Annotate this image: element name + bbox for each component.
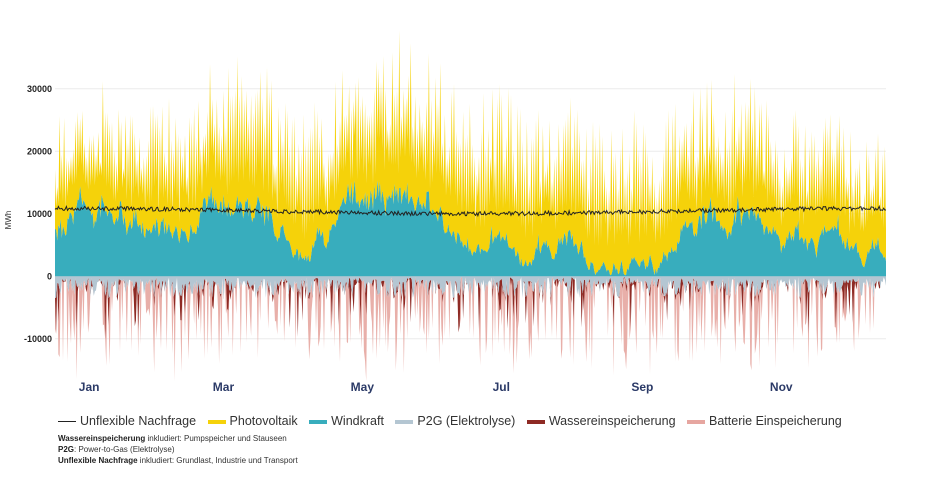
- y-axis-label: MWh: [4, 211, 13, 230]
- legend-label: Photovoltaik: [229, 414, 298, 428]
- legend-swatch: [526, 419, 545, 424]
- y-tick-label: 0: [47, 271, 52, 281]
- y-tick-label: 30000: [27, 84, 52, 94]
- series-p2g: [55, 276, 886, 299]
- legend-item-windkraft[interactable]: Windkraft: [309, 414, 384, 428]
- footnote-term: Unflexible Nachfrage: [58, 456, 138, 465]
- legend-item-p2g[interactable]: P2G (Elektrolyse): [395, 414, 515, 428]
- footnote-text: inkludiert: Pumpspeicher und Stauseen: [145, 434, 287, 443]
- y-tick-label: -10000: [24, 334, 52, 344]
- legend-swatch: [687, 419, 706, 424]
- x-tick-label: Jan: [79, 380, 100, 394]
- x-tick-label: Mar: [213, 380, 235, 394]
- footnote-text: : Power-to-Gas (Elektrolyse): [74, 445, 175, 454]
- legend-swatch: [207, 419, 226, 424]
- axis-layer: -10000 0 10000 20000 30000 Jan Mar May Jul Sep Nov…: [4, 84, 793, 394]
- footnote: Wassereinspeicherung inkludiert: Pumpspe…: [58, 433, 298, 444]
- footnote-term: Wassereinspeicherung: [58, 434, 146, 443]
- footnotes: Wassereinspeicherung inkludiert: Pumpspe…: [58, 433, 298, 466]
- y-tick-label: 20000: [27, 146, 52, 156]
- legend-label: P2G (Elektrolyse): [417, 414, 516, 428]
- footnote-term: P2G: [58, 445, 75, 454]
- legend-item-unflexible-nachfrage[interactable]: Unflexible Nachfrage: [58, 414, 196, 428]
- series-photovoltaik: [55, 30, 886, 276]
- footnote: Unflexible Nachfrage inkludiert: Grundla…: [58, 455, 298, 466]
- series-wassereinspeicherung: [55, 277, 886, 340]
- x-tick-label: May: [351, 380, 375, 394]
- legend-swatch-line: [58, 421, 76, 423]
- footnote: P2G: Power-to-Gas (Elektrolyse): [58, 444, 298, 455]
- legend-item-photovoltaik[interactable]: Photovoltaik: [207, 414, 298, 428]
- legend-label: Windkraft: [331, 414, 384, 428]
- series-layer: [54, 30, 886, 382]
- series-batterie-einspeicherung: [55, 277, 886, 382]
- legend-label: Wassereinspeicherung: [548, 414, 676, 428]
- legend-item-batterie-einspeicherung[interactable]: Batterie Einspeicherung: [687, 414, 842, 428]
- x-tick-label: Nov: [770, 380, 793, 394]
- legend-item-wassereinspeicherung[interactable]: Wassereinspeicherung: [526, 414, 676, 428]
- legend: Unflexible Nachfrage Photovoltaik Windkr…: [58, 414, 850, 428]
- legend-label: Batterie Einspeicherung: [709, 414, 842, 428]
- legend-swatch: [395, 419, 414, 424]
- x-tick-label: Sep: [631, 380, 653, 394]
- legend-swatch: [309, 419, 328, 424]
- series-windkraft: [55, 180, 886, 277]
- footnote-text: inkludiert: Grundlast, Industrie und Tra…: [137, 456, 298, 465]
- series-unflexible-nachfrage: [54, 204, 886, 218]
- x-tick-label: Jul: [493, 380, 510, 394]
- y-tick-label: 10000: [27, 209, 52, 219]
- energy-balance-chart: -10000 0 10000 20000 30000 Jan Mar May Jul Sep Nov…: [4, 30, 886, 394]
- legend-label: Unflexible Nachfrage: [80, 414, 197, 428]
